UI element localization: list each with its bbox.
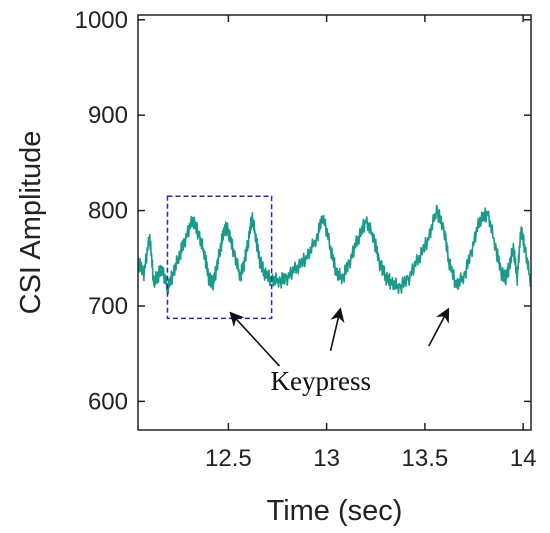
y-tick-label: 600 [88,388,128,415]
y-tick-label: 800 [88,198,128,225]
y-tick-label: 900 [88,102,128,129]
x-tick-label: 13.5 [402,445,449,472]
y-tick-label: 1000 [75,7,128,34]
x-tick-label: 12.5 [205,445,252,472]
annotation-arrow-1 [230,313,279,366]
x-axis-label: Time (sec) [267,495,403,527]
y-tick-label: 700 [88,293,128,320]
annotation-arrow-3 [429,309,449,346]
x-tick-label: 13 [313,445,340,472]
annotation-arrow-2 [331,309,341,351]
series-line-csi-amplitude [138,205,531,294]
x-tick-label: 14 [510,445,537,472]
y-axis-label: CSI Amplitude [15,131,47,315]
annotation-keypress-label: Keypress [271,366,371,396]
